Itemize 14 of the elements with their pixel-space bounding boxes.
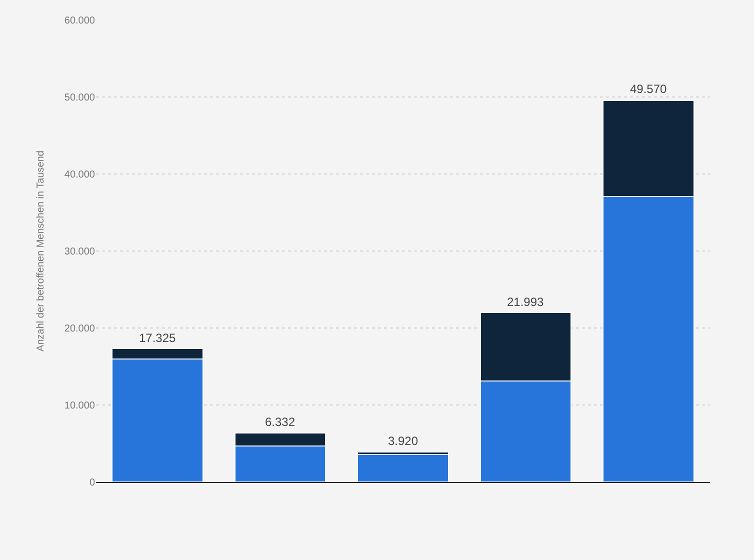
y-tick-label: 20.000 [64, 324, 96, 334]
total-label: 17.325 [139, 331, 176, 345]
y-tick-label: 60.000 [64, 16, 96, 26]
y-axis-title: Anzahl der betroffenen Menschen in Tausend [35, 150, 46, 352]
y-tick-label: 30.000 [64, 246, 96, 258]
y-tick-label: 40.000 [64, 170, 96, 180]
total-label: 49.570 [630, 82, 668, 96]
bar [357, 454, 449, 482]
total-label: 21.993 [507, 295, 544, 309]
total-label: 6.332 [265, 415, 296, 429]
y-tick-label: 0 [89, 478, 96, 488]
y-tick-label: 10.000 [64, 400, 96, 412]
total-label: 3.920 [388, 434, 418, 448]
y-tick-label: 50.000 [64, 92, 96, 104]
